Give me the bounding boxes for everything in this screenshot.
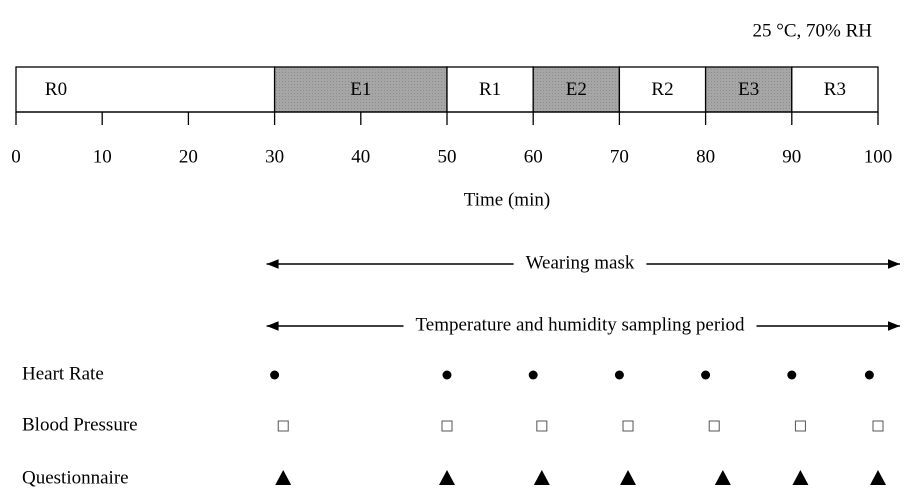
tick-label: 30 [265, 146, 284, 167]
heart-rate-marker [270, 370, 280, 380]
tick-label: 100 [864, 146, 893, 167]
blood-pressure-marker [872, 420, 884, 432]
row-label: Questionnaire [22, 467, 129, 488]
heart-rate-marker [864, 370, 874, 380]
axis-label: Time (min) [464, 189, 550, 210]
tick-label: 20 [179, 146, 198, 167]
condition: 25 °C, 70% RH [753, 20, 873, 41]
segment-label: R3 [824, 79, 846, 100]
heart-rate-marker [614, 370, 624, 380]
heart-rate-marker [787, 370, 797, 380]
tick-label: 10 [93, 146, 112, 167]
heart-rate-marker [528, 370, 538, 380]
tick-label: 70 [610, 146, 629, 167]
questionnaire-marker [533, 470, 550, 485]
blood-pressure-marker [536, 420, 548, 432]
row-label: Blood Pressure [22, 414, 138, 435]
questionnaire-marker [792, 470, 809, 485]
segment-label: R0 [45, 79, 67, 100]
segment-label: E2 [566, 79, 587, 100]
segment-label: E1 [350, 79, 371, 100]
segment [704, 66, 793, 113]
blood-pressure-marker [708, 420, 720, 432]
row-label: Heart Rate [22, 363, 104, 384]
questionnaire-marker [439, 470, 455, 485]
heart-rate-marker [701, 370, 711, 380]
tick-label: 60 [524, 146, 543, 167]
period-label: Wearing mask [526, 252, 635, 273]
blood-pressure-marker [441, 420, 453, 432]
questionnaire-marker [714, 470, 731, 485]
tick-label: 50 [438, 146, 457, 167]
questionnaire-marker [870, 470, 886, 485]
segment-label: R1 [479, 79, 501, 100]
blood-pressure-marker [794, 420, 806, 432]
questionnaire-marker [275, 470, 292, 485]
blood-pressure-marker [622, 420, 634, 432]
segment-label: R2 [651, 79, 673, 100]
tick-label: 0 [11, 146, 21, 167]
tick-label: 90 [782, 146, 801, 167]
tick-label: 80 [696, 146, 715, 167]
tick-label: 40 [351, 146, 370, 167]
questionnaire-marker [620, 470, 637, 485]
segment [273, 66, 448, 113]
segment-label: E3 [738, 79, 759, 100]
blood-pressure-marker [277, 420, 289, 432]
heart-rate-marker [442, 370, 452, 380]
segment [15, 66, 276, 113]
period-label: Temperature and humidity sampling period [416, 314, 745, 335]
